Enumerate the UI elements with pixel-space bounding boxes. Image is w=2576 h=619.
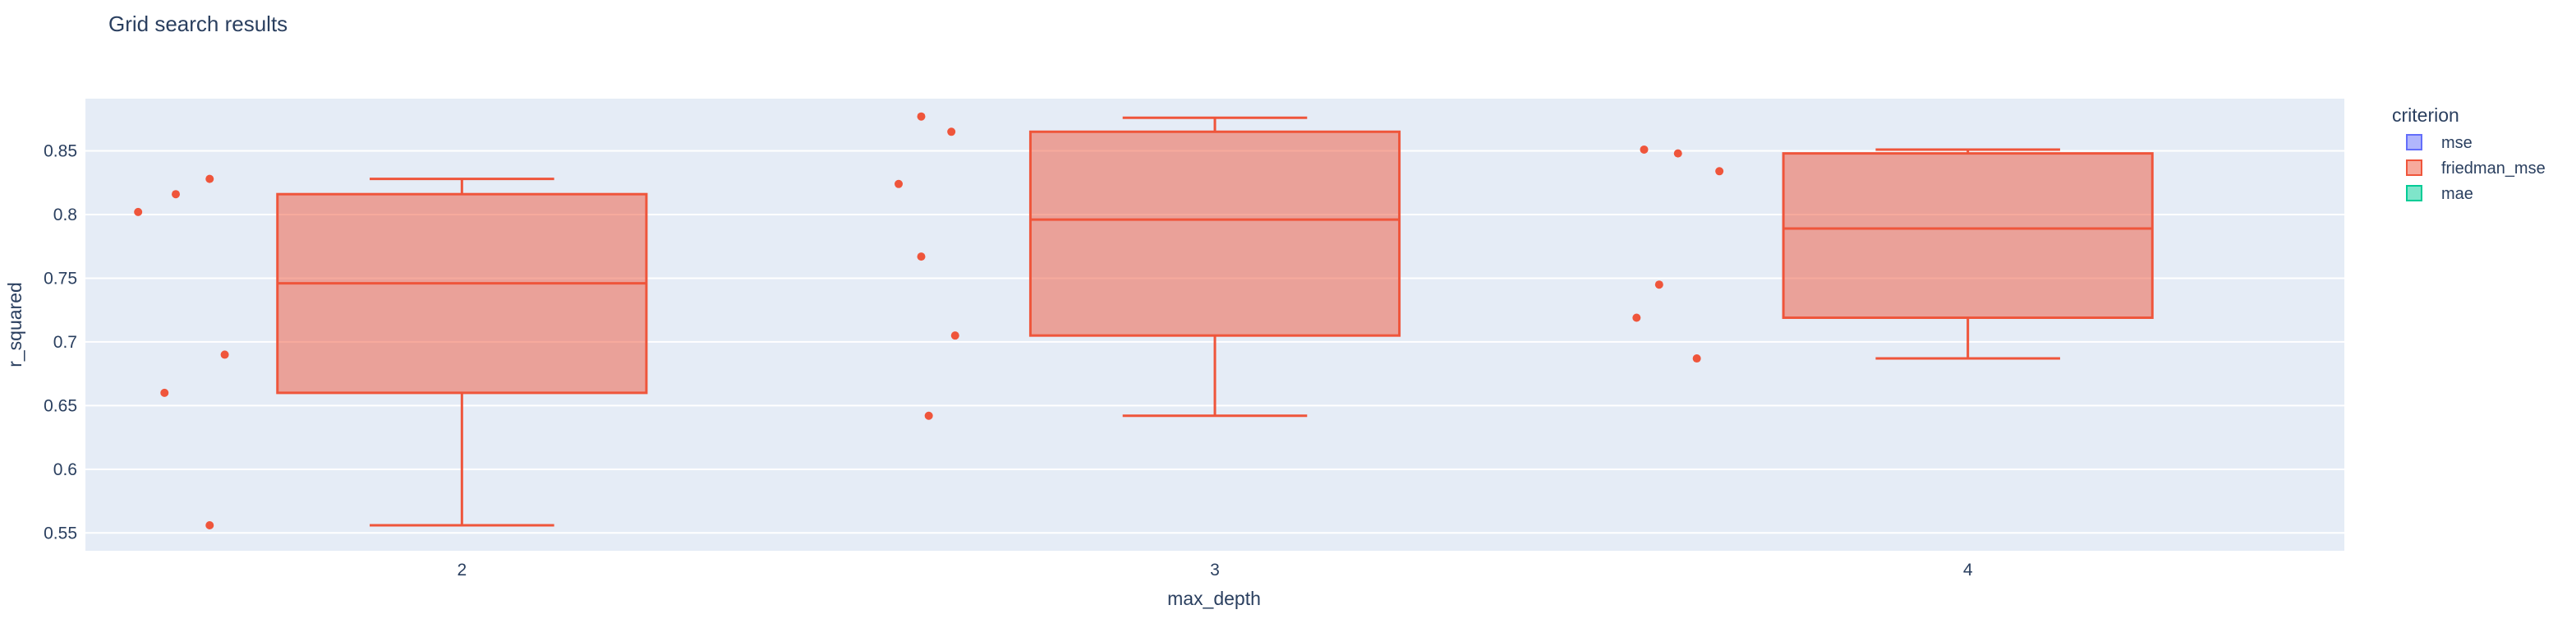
data-point [134, 207, 143, 216]
y-tick-label: 0.55 [44, 524, 77, 543]
legend-swatch [2406, 159, 2422, 176]
data-point [205, 174, 214, 183]
data-point [917, 252, 926, 261]
x-tick-label: 2 [457, 561, 467, 580]
data-point [1692, 354, 1701, 363]
box-body [1028, 130, 1401, 337]
data-point [1640, 145, 1649, 154]
data-point [950, 331, 959, 340]
x-tick-label: 4 [1963, 561, 1973, 580]
y-tick-label: 0.85 [44, 142, 77, 161]
data-point [205, 521, 214, 530]
data-point [172, 190, 180, 199]
data-point [895, 179, 903, 188]
x-tick-label: 3 [1210, 561, 1220, 580]
box-body [1782, 152, 2154, 319]
box-body [276, 192, 648, 395]
legend-swatch [2406, 185, 2422, 201]
y-tick-label: 0.8 [53, 206, 77, 224]
y-axis-ticks: 0.55 0.6 0.65 0.7 0.75 0.8 0.85 [44, 142, 77, 543]
y-axis-label: r_squared [4, 282, 25, 367]
y-tick-label: 0.75 [44, 269, 77, 288]
data-point [220, 350, 229, 359]
legend-label: friedman_mse [2441, 159, 2546, 178]
legend-label: mse [2441, 134, 2472, 152]
chart-title: Grid search results [108, 12, 288, 36]
x-axis-label: max_depth [1167, 588, 1261, 609]
box-series [276, 116, 2154, 527]
data-point [917, 112, 926, 121]
y-tick-label: 0.6 [53, 460, 77, 479]
legend-title: criterion [2392, 104, 2459, 126]
data-point [924, 411, 933, 420]
data-point [160, 388, 169, 397]
legend-swatch [2406, 134, 2422, 150]
y-tick-label: 0.65 [44, 396, 77, 415]
data-point [1654, 280, 1663, 289]
x-axis-ticks: 2 3 4 [457, 561, 1972, 580]
data-point [1632, 313, 1641, 322]
y-tick-label: 0.7 [53, 333, 77, 352]
data-point [1673, 149, 1682, 158]
data-point [1715, 167, 1724, 176]
legend-label: mae [2441, 185, 2473, 203]
data-points [134, 112, 1724, 530]
data-point [947, 127, 956, 136]
